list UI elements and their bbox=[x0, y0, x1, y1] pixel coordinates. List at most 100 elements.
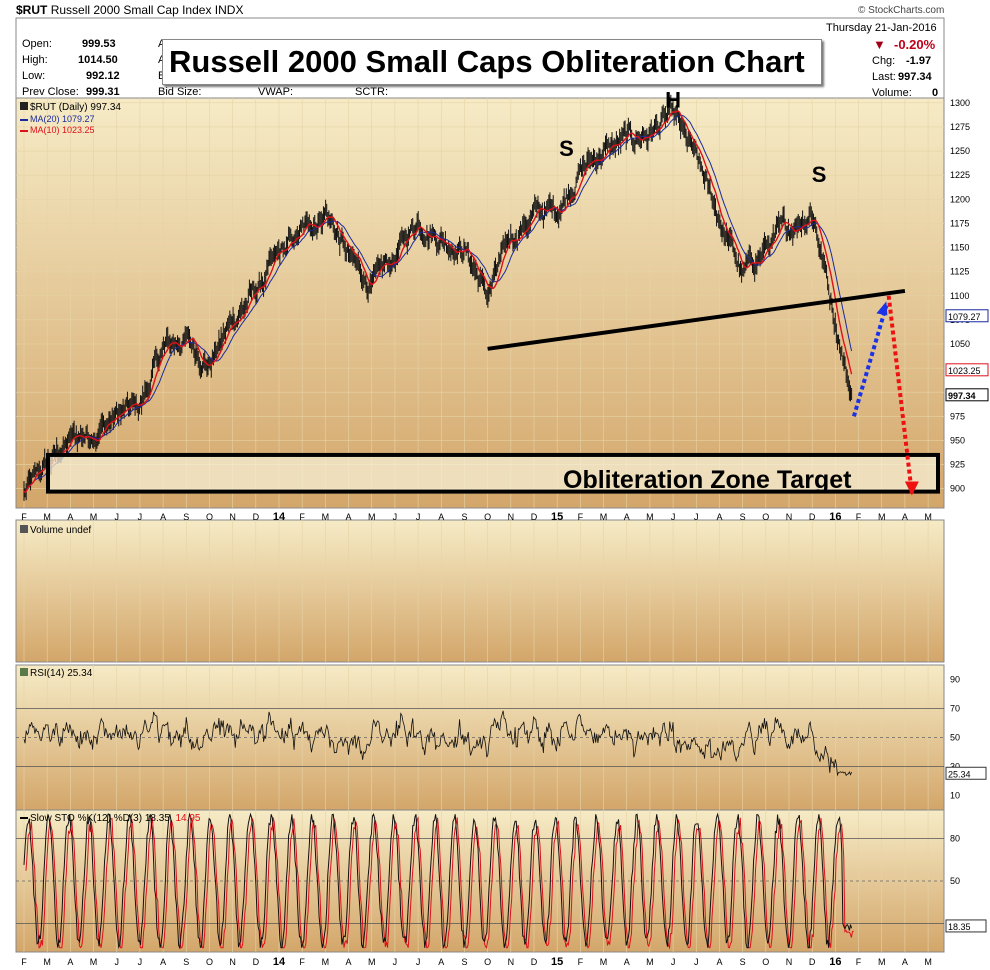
x-tick-label: S bbox=[461, 512, 467, 522]
change-percent: -0.20% bbox=[894, 37, 936, 52]
x-tick-label: J bbox=[138, 512, 143, 522]
x-tick-label: 14 bbox=[273, 511, 286, 523]
x-tick-label: A bbox=[902, 957, 908, 967]
x-tick-label: F bbox=[21, 957, 27, 967]
rsi-legend-text: RSI(14) 25.34 bbox=[30, 668, 93, 679]
x-tick-label: N bbox=[786, 957, 793, 967]
x-tick-label: S bbox=[461, 957, 467, 967]
x-tick-label: A bbox=[716, 512, 722, 522]
x-tick-label: M bbox=[43, 512, 51, 522]
sto-legend-d: 14.95 bbox=[175, 813, 201, 824]
x-tick-label: F bbox=[299, 512, 305, 522]
x-tick-label: D bbox=[809, 512, 816, 522]
down-triangle-icon: ▼ bbox=[873, 37, 886, 52]
x-tick-label: S bbox=[740, 512, 746, 522]
prev-close-value: 999.31 bbox=[86, 86, 120, 98]
x-tick-label: 15 bbox=[551, 956, 563, 968]
price-tick-label: 1300 bbox=[950, 98, 970, 108]
x-tick-label: S bbox=[740, 957, 746, 967]
volume-value: 0 bbox=[932, 87, 939, 99]
x-tick-label: 16 bbox=[829, 511, 841, 523]
rsi-swatch bbox=[20, 668, 28, 676]
last-value: 997.34 bbox=[898, 71, 932, 83]
rsi-tick-label: 70 bbox=[950, 704, 960, 714]
bid-size-label: Bid Size: bbox=[158, 86, 202, 98]
ma10-legend: MA(10) 1023.25 bbox=[20, 125, 95, 135]
ma10-legend-text: MA(10) 1023.25 bbox=[30, 125, 95, 135]
symbol-line: $RUT Russell 2000 Small Cap Index INDX bbox=[16, 3, 243, 17]
sto-last-box bbox=[945, 919, 987, 933]
ma20-last-label-box bbox=[945, 309, 989, 323]
price-tick-label: 1150 bbox=[950, 243, 969, 253]
x-tick-label: N bbox=[786, 512, 793, 522]
x-tick-label: N bbox=[508, 512, 515, 522]
sto-legend: Slow STO %K(12) %D(3) 18.35, 14.95 bbox=[20, 813, 200, 824]
low-value: 992.12 bbox=[86, 70, 120, 82]
price-tick-label: 1275 bbox=[950, 122, 970, 132]
ask-label-cut: A bbox=[158, 38, 165, 50]
x-tick-label: D bbox=[253, 512, 260, 522]
x-tick-label: S bbox=[183, 957, 189, 967]
price-tick-label: 1125 bbox=[950, 267, 969, 277]
obliteration-zone-box bbox=[46, 452, 940, 494]
x-tick-label: M bbox=[600, 957, 608, 967]
x-tick-label: M bbox=[878, 957, 886, 967]
neckline bbox=[487, 288, 906, 351]
price-tick-label: 1250 bbox=[950, 146, 970, 156]
index-name: Russell 2000 Small Cap Index bbox=[50, 3, 212, 17]
ask-size-label-cut: A bbox=[158, 54, 165, 66]
price-tick-label: 1175 bbox=[950, 218, 969, 228]
x-tick-label: D bbox=[809, 957, 816, 967]
x-tick-label: D bbox=[531, 957, 538, 967]
x-tick-label: A bbox=[624, 957, 630, 967]
chart-title-box: Russell 2000 Small Caps Obliteration Cha… bbox=[162, 39, 822, 85]
volume-label: Volume: bbox=[872, 87, 912, 99]
chg-label: Chg: bbox=[872, 55, 896, 67]
x-tick-label: A bbox=[438, 512, 444, 522]
x-tick-label: J bbox=[694, 512, 699, 522]
price-tick-label: 925 bbox=[950, 460, 965, 470]
x-tick-label: F bbox=[856, 957, 862, 967]
quote-date: Thursday 21-Jan-2016 bbox=[826, 22, 937, 34]
pattern-label: S bbox=[559, 136, 574, 161]
rsi-tick-label: 30 bbox=[950, 762, 960, 772]
x-tick-label: A bbox=[160, 957, 166, 967]
sto-tick-label: 50 bbox=[950, 876, 960, 886]
price-tick-label: 900 bbox=[950, 484, 965, 494]
price-tick-label: 950 bbox=[950, 435, 965, 445]
x-tick-label: O bbox=[206, 957, 213, 967]
projection-up-arrowhead bbox=[876, 301, 888, 316]
x-tick-label: O bbox=[762, 957, 769, 967]
open-label: Open: bbox=[22, 38, 52, 50]
x-tick-label: 14 bbox=[273, 956, 286, 968]
chart-title: Russell 2000 Small Caps Obliteration Cha… bbox=[169, 44, 805, 79]
rsi-tick-label: 10 bbox=[950, 791, 960, 801]
volume-swatch bbox=[20, 525, 28, 533]
price-legend: $RUT (Daily) 997.34 bbox=[20, 102, 121, 113]
price-legend-text: $RUT (Daily) 997.34 bbox=[30, 102, 121, 113]
price-last-label: 997.34 bbox=[948, 391, 976, 401]
price-tick-label: 975 bbox=[950, 411, 965, 421]
x-tick-label: N bbox=[229, 512, 236, 522]
x-tick-label: M bbox=[368, 512, 376, 522]
sto-k-line bbox=[23, 812, 853, 950]
x-tick-label: M bbox=[924, 512, 932, 522]
pattern-label: S bbox=[812, 162, 827, 187]
obliteration-zone-label: Obliteration Zone Target bbox=[563, 466, 852, 494]
rsi-last-label: 25.34 bbox=[948, 769, 971, 779]
price-tick-label: 1050 bbox=[950, 339, 970, 349]
x-tick-label: M bbox=[646, 957, 654, 967]
x-tick-label: O bbox=[206, 512, 213, 522]
vwap-label: VWAP: bbox=[258, 86, 294, 98]
watermark: © StockCharts.com bbox=[858, 5, 945, 16]
volume-legend-text: Volume undef bbox=[30, 525, 92, 536]
volume-panel bbox=[15, 519, 945, 663]
ma20-last-label: 1079.27 bbox=[948, 312, 981, 322]
x-tick-label: J bbox=[393, 512, 398, 522]
ma10-swatch bbox=[20, 129, 28, 132]
x-tick-label: F bbox=[21, 512, 27, 522]
ma20-legend-text: MA(20) 1079.27 bbox=[30, 114, 95, 124]
last-label: Last: bbox=[872, 71, 896, 83]
